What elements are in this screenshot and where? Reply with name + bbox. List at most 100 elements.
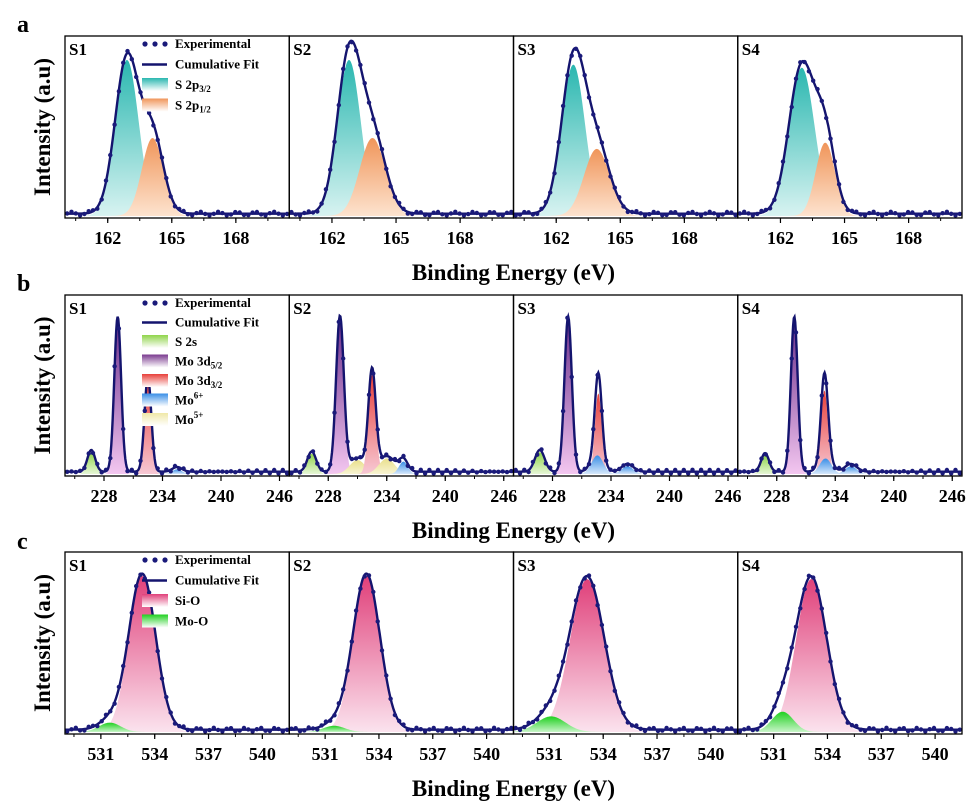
experimental-point [99,470,104,475]
experimental-point [854,463,859,468]
experimental-point [815,588,820,593]
experimental-point [448,726,454,731]
legend-dots-marker [152,557,158,563]
experimental-point [151,123,156,128]
experimental-point [418,210,423,215]
experimental-point [888,727,893,733]
experimental-point [457,727,462,733]
experimental-point [474,470,479,475]
legend-dots-marker [152,300,158,306]
experimental-point [366,573,372,578]
sample-label: S2 [293,556,311,575]
experimental-point [90,208,96,213]
experimental-point [832,681,837,687]
x-tick-label: 534 [814,744,841,764]
experimental-point [129,57,134,62]
experimental-point [254,209,260,215]
experimental-point [638,726,643,731]
experimental-point [405,211,410,216]
experimental-point [733,468,738,473]
experimental-point [267,471,272,476]
experimental-point [125,468,130,474]
experimental-point [461,468,467,473]
experimental-point [280,467,285,473]
experimental-point [953,213,958,218]
experimental-point [780,159,786,164]
x-tick-label: 168 [671,228,698,248]
experimental-point [556,673,561,678]
experimental-point [591,583,596,588]
experimental-point [513,213,518,218]
experimental-point [353,608,359,613]
x-tick-label: 240 [880,486,907,506]
legend-swatch [142,594,168,607]
experimental-point [138,572,143,577]
experimental-point [936,468,941,473]
experimental-point [280,729,285,734]
experimental-point [517,212,523,217]
experimental-point [742,727,747,732]
legend-label: Experimental [175,552,251,567]
experimental-point [897,469,902,475]
experimental-point [297,213,303,218]
experimental-point [910,210,915,215]
experimental-point [949,471,954,476]
experimental-point [517,727,523,733]
experimental-point [263,468,268,473]
experimental-point [931,725,937,731]
experimental-point [172,204,178,209]
legend-swatch [142,335,168,348]
experimental-point [410,728,415,733]
experimental-point [828,438,833,443]
experimental-point [617,700,622,705]
experimental-point [569,374,574,380]
experimental-point [772,197,777,202]
experimental-point [293,468,298,473]
experimental-point [677,212,682,217]
experimental-point [621,204,626,209]
experimental-point [90,723,96,728]
experimental-point [824,630,829,636]
experimental-point [660,213,665,218]
experimental-point [280,213,285,218]
legend-label: Si-O [175,593,200,608]
experimental-point [341,356,346,361]
experimental-point [759,722,764,727]
experimental-point [194,470,199,475]
experimental-point [862,728,868,734]
x-tick-label: 162 [543,228,570,248]
subplot-c-S4: S4 531 534 537 540 [737,551,963,764]
experimental-point [134,583,139,589]
experimental-point [362,81,367,86]
experimental-point [336,319,341,325]
experimental-point [276,471,281,476]
experimental-point [711,211,717,216]
experimental-point [289,471,294,476]
experimental-point [323,187,329,192]
legend: Experimental Cumulative Fit S 2p3/2 S 2p1/2 [142,36,260,115]
experimental-point [755,727,760,732]
experimental-point [371,371,376,376]
peak-fill-mo-3d5-2 [737,319,962,474]
experimental-point [548,190,553,195]
experimental-point [487,469,492,474]
experimental-point [750,727,755,733]
experimental-point [198,209,203,214]
experimental-point [241,725,247,731]
experimental-point [793,330,799,335]
peak-fill-s-2p3-2 [289,60,514,216]
experimental-point [560,659,566,664]
experimental-point [871,209,876,214]
sample-label: S3 [518,40,536,59]
experimental-point [901,726,906,731]
experimental-point [384,166,389,171]
legend-item: Cumulative Fit [142,315,260,330]
experimental-point [759,208,764,214]
experimental-point [845,461,850,466]
experimental-point [737,211,743,216]
experimental-point [957,471,962,476]
experimental-point [466,211,471,217]
experimental-point [893,729,898,734]
experimental-point [957,211,962,217]
